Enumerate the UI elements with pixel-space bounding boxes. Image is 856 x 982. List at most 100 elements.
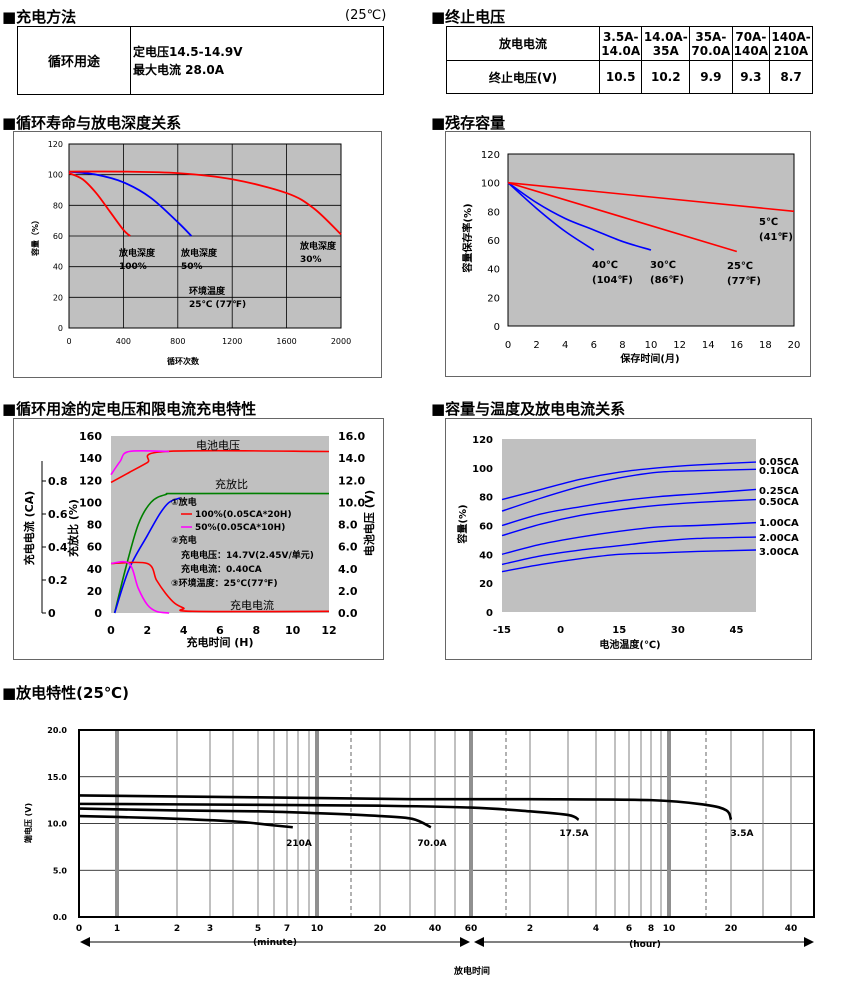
series-line <box>78 802 580 821</box>
voltage-tick-label: 2.0 <box>338 585 358 598</box>
series-line <box>501 549 757 573</box>
series-label: 2.00CA <box>759 533 799 544</box>
voltage-tick-label: 12.0 <box>338 474 365 487</box>
residual-frame <box>445 131 811 377</box>
cutoff-voltage-0: 10.5 <box>598 60 643 94</box>
plot-area <box>502 439 756 612</box>
cycle-life-frame <box>13 131 382 378</box>
x-tick-label: 0 <box>557 625 564 636</box>
x-tick-label: 16 <box>730 340 743 351</box>
y-tick-label: 40 <box>487 265 500 276</box>
cutoff-current-1: 14.0A- 35A <box>641 26 691 61</box>
y-tick-label: 20 <box>487 293 500 304</box>
ca-axis-label: 充电电流 (CA) <box>22 491 36 565</box>
series-line <box>507 182 595 251</box>
minute-tick-label: 0 <box>76 924 82 934</box>
minute-tick-label: 7 <box>284 924 290 934</box>
y-tick-label: 60 <box>479 522 493 533</box>
y-tick-label: 120 <box>472 435 493 446</box>
x-tick-label: 4 <box>562 340 568 351</box>
x-tick-label: 12 <box>321 624 336 637</box>
hour-tick-label: 4 <box>593 924 599 934</box>
voltage-tick-label: 6.0 <box>338 541 358 554</box>
minute-tick-label: 40 <box>429 924 442 934</box>
y-tick-label: 100 <box>48 171 63 180</box>
cutoff-title: ■终止电压 <box>431 8 506 26</box>
minute-unit-label: (minute) <box>253 938 297 948</box>
x-axis-label: 放电时间 <box>453 965 490 977</box>
charging-unit: (25℃) <box>345 8 387 23</box>
legend-discharge: ①放电 <box>171 496 197 508</box>
hour-tick-label: 10 <box>663 924 676 934</box>
x-tick-label: 20 <box>788 340 801 351</box>
charging-table: 循环用途 定电压14.5-14.9V 最大电流 28.0A <box>17 26 384 95</box>
hour-tick-label: 6 <box>626 924 632 934</box>
series-line <box>501 536 757 566</box>
minute-tick-label: 10 <box>311 924 324 934</box>
hour-arrow-right <box>804 937 814 947</box>
y-tick-label: 20.0 <box>47 726 67 735</box>
charging-line1: 定电压14.5-14.9V <box>133 44 243 59</box>
y-tick-label: 100 <box>481 179 500 190</box>
label-ratio: 充放比 <box>215 477 248 491</box>
temp-cap-title: ■容量与温度及放电电流关系 <box>431 400 626 418</box>
legend-env: ③环境温度：25℃(77℉) <box>171 577 278 589</box>
label-5c: 5℃ <box>759 217 778 228</box>
annotation-temp: 25℃ (77℉) <box>189 300 246 310</box>
x-tick-label: 4 <box>180 624 188 637</box>
y-tick-label: 20 <box>53 293 63 302</box>
annotation-temp: 环境温度 <box>189 285 226 297</box>
series-label: 0.50CA <box>759 497 799 508</box>
series-line <box>113 497 181 614</box>
series-label: 210A <box>286 839 312 849</box>
x-tick-label: 30 <box>671 625 685 636</box>
series-line <box>501 468 757 512</box>
series-line <box>113 492 330 614</box>
series-line <box>501 498 757 537</box>
cutoff-row2-label: 终止电压(V) <box>446 60 600 94</box>
pct-axis-label: 充放比 (%) <box>66 499 80 557</box>
series-label: 3.5A <box>731 829 754 839</box>
x-axis-label: 电池温度(℃) <box>599 638 660 651</box>
voltage-tick-label: 10.0 <box>338 496 365 509</box>
y-tick-label: 15.0 <box>47 773 67 782</box>
y-tick-label: 0.0 <box>53 913 68 922</box>
residual-title: ■残存容量 <box>431 114 506 132</box>
x-tick-label: 8 <box>253 624 261 637</box>
y-axis-label: 容量(%) <box>456 504 469 544</box>
series-line <box>110 449 170 476</box>
label-30c: (86℉) <box>650 275 684 286</box>
charging-label: 循环用途 <box>17 26 131 95</box>
series-line <box>110 561 330 613</box>
charging-line2: 最大电流 28.0A <box>133 62 225 77</box>
voltage-axis-label: 电池电压 (V) <box>362 490 376 556</box>
hour-arrow-left <box>474 937 484 947</box>
series-label: 3.00CA <box>759 547 799 558</box>
pct-tick-label: 80 <box>87 519 103 532</box>
annotation-d30: 放电深度 <box>299 240 337 252</box>
x-axis-label: 充电时间 (H) <box>186 635 253 649</box>
voltage-tick-label: 8.0 <box>338 519 358 532</box>
ca-tick-label: 0.8 <box>48 475 68 488</box>
temp-cap-frame <box>445 418 812 660</box>
series-line <box>78 807 432 829</box>
series-line <box>501 461 757 501</box>
series-label: 70.0A <box>417 839 446 849</box>
voltage-tick-label: 16.0 <box>338 430 365 443</box>
y-tick-label: 60 <box>53 232 63 241</box>
ca-tick-label: 0 <box>48 607 56 620</box>
annotation-d100: 放电深度 <box>118 247 156 259</box>
cutoff-current-4: 140A- 210A <box>769 26 813 61</box>
x-tick-label: 18 <box>759 340 772 351</box>
hour-unit-label: (hour) <box>629 940 661 950</box>
y-tick-label: 5.0 <box>53 866 68 875</box>
pct-tick-label: 0 <box>94 607 102 620</box>
x-tick-label: 10 <box>285 624 301 637</box>
x-tick-label: 6 <box>591 340 597 351</box>
y-tick-label: 120 <box>48 140 63 149</box>
voltage-tick-label: 0.0 <box>338 607 358 620</box>
y-tick-label: 80 <box>53 201 63 210</box>
series-line <box>78 794 733 821</box>
